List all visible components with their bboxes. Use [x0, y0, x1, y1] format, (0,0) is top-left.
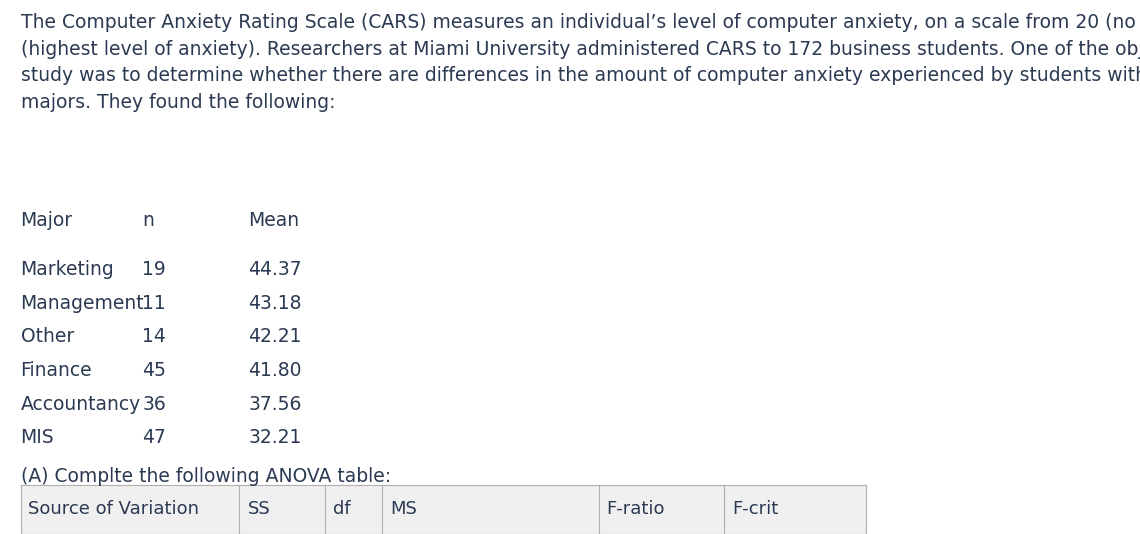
Text: 44.37: 44.37 — [249, 260, 302, 279]
Text: Finance: Finance — [21, 361, 92, 380]
Text: F-ratio: F-ratio — [606, 500, 665, 519]
Text: 42.21: 42.21 — [249, 327, 302, 347]
Text: 45: 45 — [142, 361, 166, 380]
Text: 37.56: 37.56 — [249, 395, 302, 414]
Text: SS: SS — [247, 500, 270, 519]
Text: 36: 36 — [142, 395, 166, 414]
Text: F-crit: F-crit — [732, 500, 779, 519]
Text: Mean: Mean — [249, 211, 300, 230]
Text: df: df — [333, 500, 350, 519]
Text: MS: MS — [390, 500, 417, 519]
Text: 11: 11 — [142, 294, 166, 313]
Text: Accountancy: Accountancy — [21, 395, 140, 414]
Text: 41.80: 41.80 — [249, 361, 302, 380]
Text: Source of Variation: Source of Variation — [28, 500, 200, 519]
Text: 14: 14 — [142, 327, 166, 347]
Text: (A) Complte the following ANOVA table:: (A) Complte the following ANOVA table: — [21, 467, 391, 486]
Text: Major: Major — [21, 211, 73, 230]
Text: Marketing: Marketing — [21, 260, 114, 279]
Text: 32.21: 32.21 — [249, 428, 302, 447]
Text: Other: Other — [21, 327, 74, 347]
Text: 19: 19 — [142, 260, 166, 279]
Text: Management: Management — [21, 294, 144, 313]
Text: 43.18: 43.18 — [249, 294, 302, 313]
Text: n: n — [142, 211, 154, 230]
Text: MIS: MIS — [21, 428, 54, 447]
Text: The Computer Anxiety Rating Scale (CARS) measures an individual’s level of compu: The Computer Anxiety Rating Scale (CARS)… — [21, 13, 1140, 112]
Text: 47: 47 — [142, 428, 166, 447]
Bar — [21, 485, 866, 534]
